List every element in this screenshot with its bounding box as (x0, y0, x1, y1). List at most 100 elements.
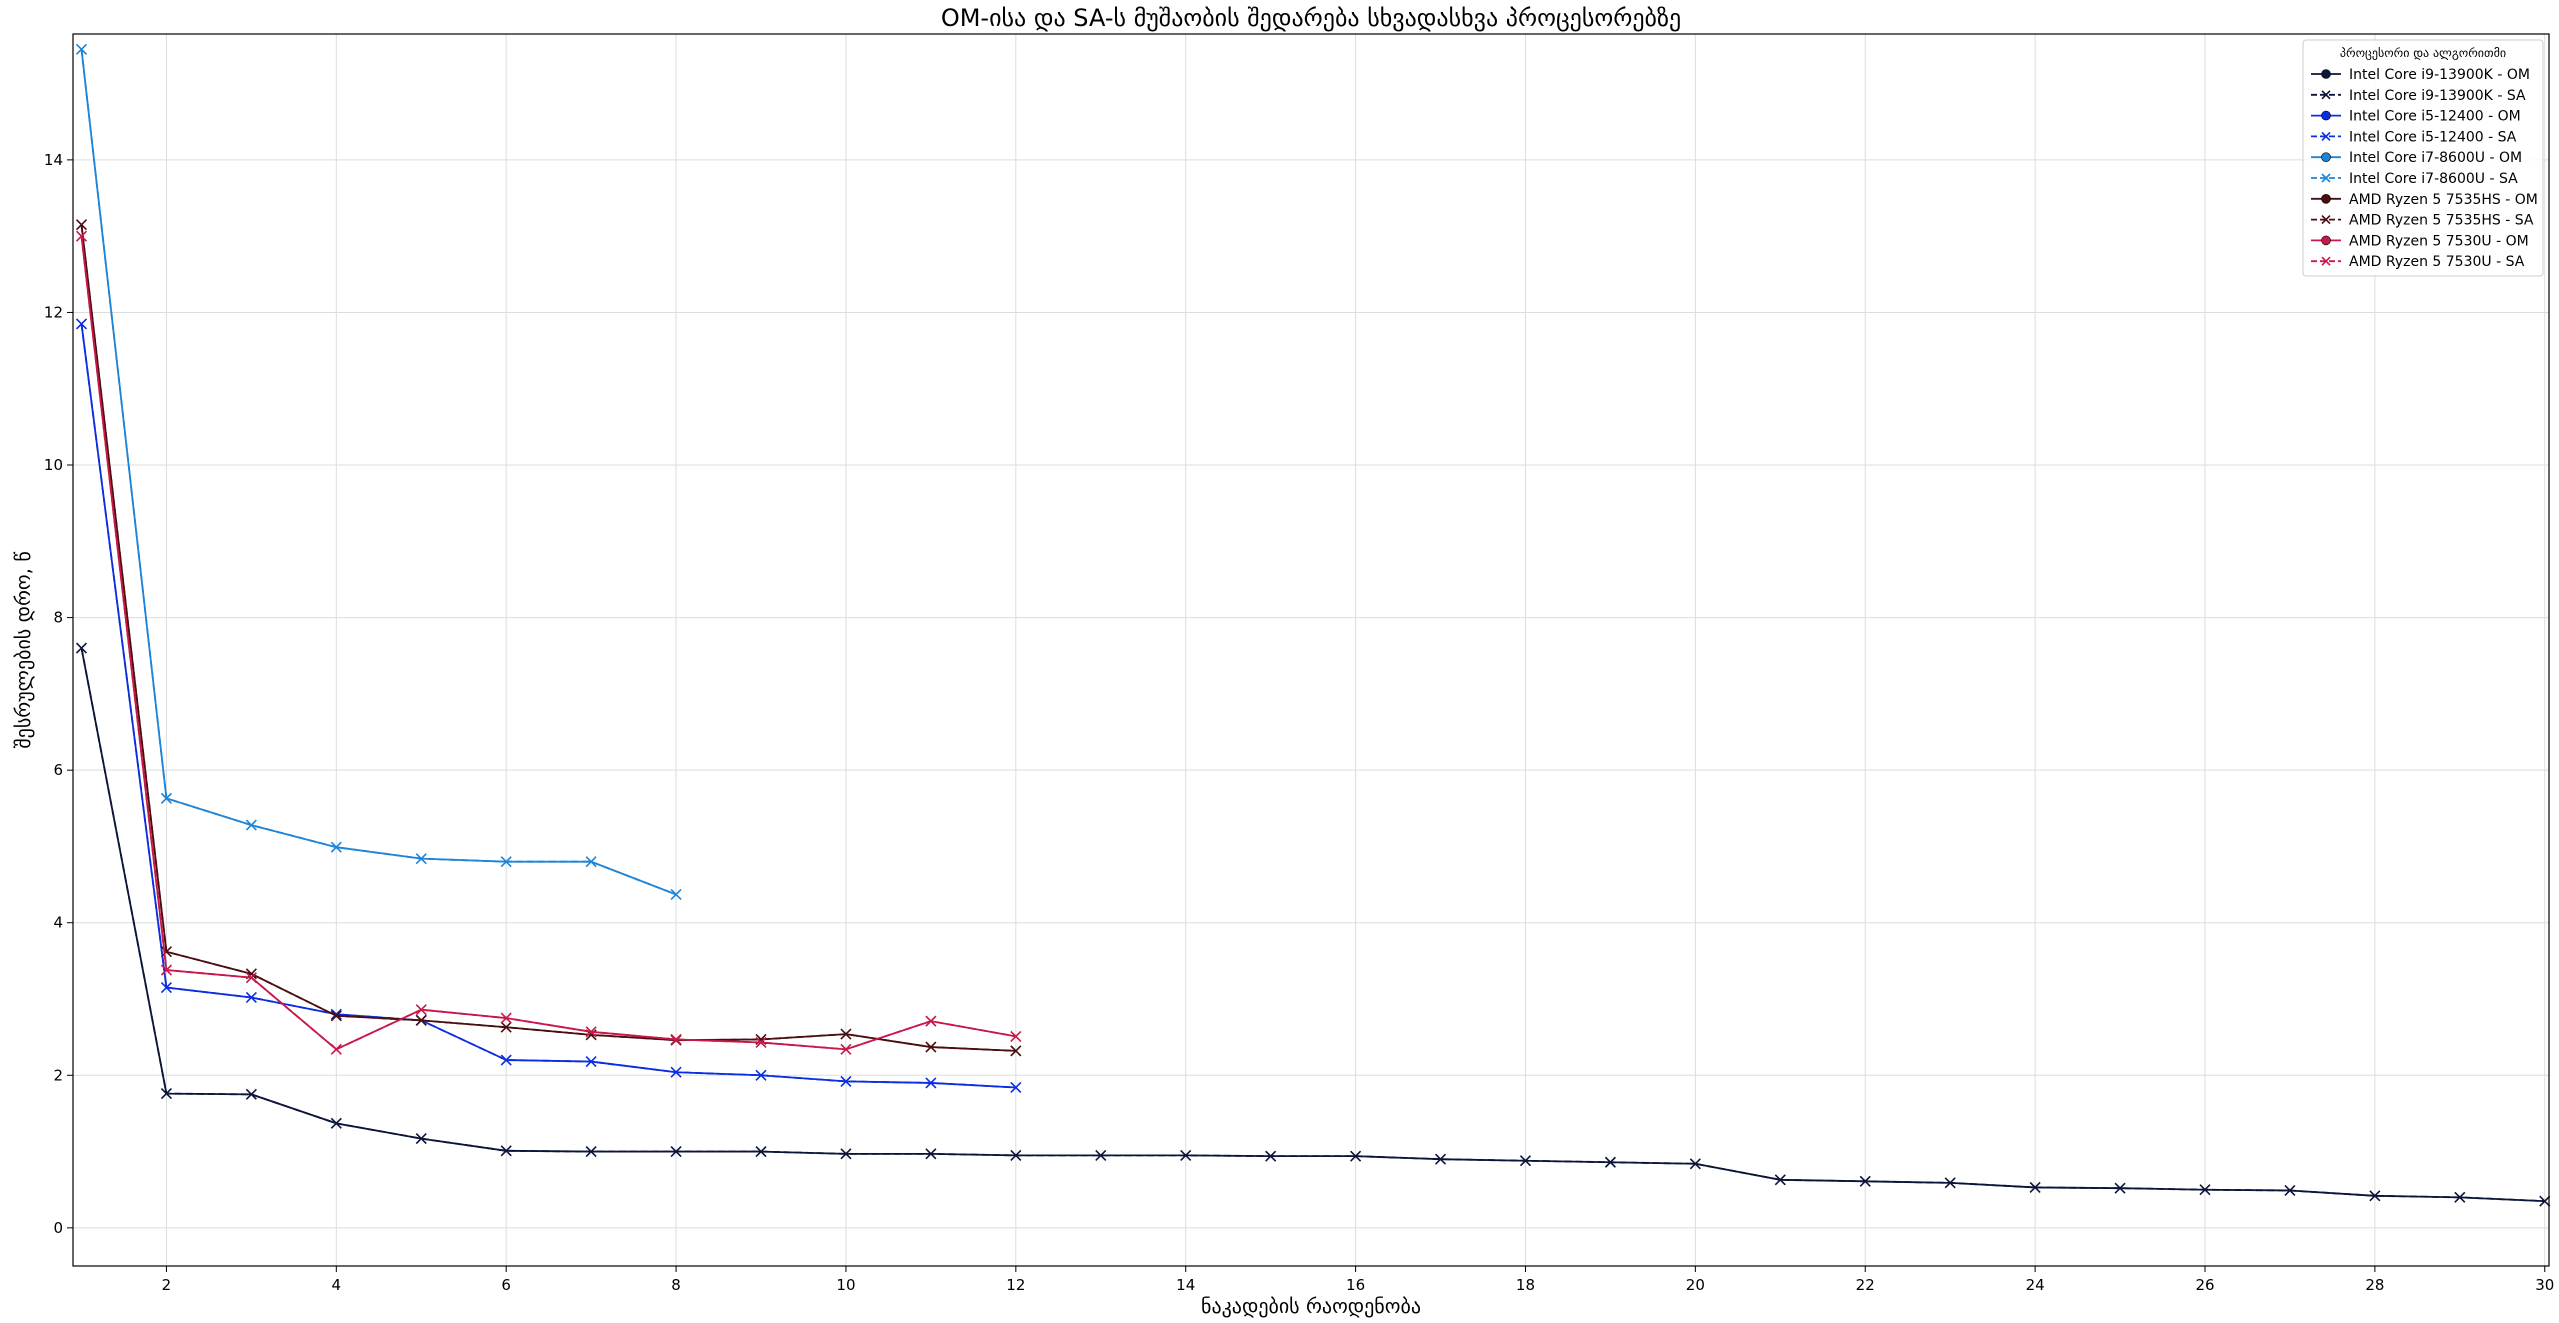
y-tick-label: 14 (44, 151, 63, 169)
data-point-x-marker (585, 1055, 597, 1068)
x-tick-label: 26 (2195, 1276, 2214, 1294)
data-point-x-marker (2114, 1182, 2126, 1194)
series-line (80, 224, 1016, 1052)
data-point-x-marker (1604, 1156, 1616, 1168)
x-tick-label: 28 (2365, 1276, 2384, 1294)
legend-label: Intel Core i5-12400 - OM (2349, 109, 2521, 125)
data-point-x-marker (2454, 1191, 2466, 1203)
x-tick-label: 4 (332, 1276, 342, 1294)
data-point-x-marker (755, 1036, 767, 1049)
x-tick-label: 30 (2535, 1276, 2554, 1294)
legend-items: Intel Core i9-13900K - OM Intel Core i9-1… (2311, 67, 2538, 270)
data-point-x-marker (75, 230, 88, 242)
data-point-x-marker (1519, 1155, 1532, 1167)
data-point-x-marker (500, 856, 512, 868)
legend-item: Intel Core i7-8600U - OM (2311, 150, 2522, 166)
x-tick-label: 24 (2026, 1276, 2045, 1294)
data-point-x-marker (755, 1146, 767, 1158)
data-point-x-marker (160, 981, 172, 994)
data-point-x-marker (1944, 1177, 1956, 1189)
data-point-x-marker (75, 43, 88, 55)
y-tick-label: 8 (53, 609, 63, 627)
x-tick-label: 8 (671, 1276, 681, 1294)
legend-label: AMD Ryzen 5 7535HS - SA (2349, 213, 2534, 229)
x-tick-label: 20 (1686, 1276, 1705, 1294)
data-point-x-marker (2284, 1184, 2296, 1197)
data-point-x-marker (330, 1010, 342, 1022)
data-point-circle-marker (2321, 235, 2331, 246)
data-point-x-marker (1010, 1149, 1022, 1161)
data-point-x-marker (585, 1026, 597, 1038)
data-point-x-marker (840, 1028, 852, 1040)
series-line (80, 49, 677, 896)
data-point-x-marker (585, 856, 597, 868)
data-point-circle-marker (2321, 69, 2331, 79)
legend-item: Intel Core i9-13900K - OM (2311, 67, 2530, 83)
x-tick-label: 22 (1856, 1276, 1875, 1294)
data-point-x-marker (500, 1021, 512, 1033)
data-point-x-marker (2321, 131, 2331, 141)
legend-label: Intel Core i9-13900K - OM (2349, 67, 2530, 83)
series-1 (75, 642, 2551, 1207)
data-point-x-marker (925, 1077, 937, 1089)
data-point-x-marker (585, 1146, 597, 1158)
data-point-x-marker (2321, 173, 2331, 183)
data-point-x-marker (415, 853, 427, 865)
data-point-x-marker (415, 1133, 427, 1145)
data-point-x-marker (75, 642, 88, 654)
data-point-x-marker (2539, 1195, 2551, 1207)
legend-item: Intel Core i9-13900K - SA (2311, 88, 2526, 104)
legend-item: Intel Core i7-8600U - SA (2311, 171, 2518, 187)
x-tick-label: 10 (836, 1276, 855, 1294)
x-tick-label: 6 (501, 1276, 511, 1294)
legend-item: AMD Ryzen 5 7535HS - OM (2311, 192, 2538, 208)
data-point-x-marker (670, 1146, 682, 1158)
y-tick-label: 12 (44, 303, 63, 321)
data-point-x-marker (755, 1069, 767, 1081)
chart-title: OM-ისა და SA-ს მუშაობის შედარება სხვადას… (941, 4, 1681, 32)
data-point-x-marker (925, 1041, 937, 1053)
data-point-circle-marker (2321, 152, 2331, 162)
data-point-x-marker (415, 1014, 427, 1026)
data-point-x-marker (75, 318, 88, 330)
data-point-x-marker (330, 1117, 342, 1129)
data-point-x-marker (1265, 1150, 1277, 1162)
data-point-x-marker (2029, 1181, 2041, 1193)
data-point-x-marker (670, 888, 682, 901)
legend-item: AMD Ryzen 5 7530U - SA (2311, 254, 2525, 270)
data-point-x-marker (330, 1008, 342, 1020)
x-axis-label: ნაკადების რაოდენობა (1201, 1294, 1421, 1318)
legend-label: Intel Core i7-8600U - SA (2349, 171, 2518, 187)
y-tick-label: 6 (53, 761, 63, 779)
y-tick-label: 10 (44, 456, 63, 474)
data-point-x-marker (330, 1043, 342, 1055)
grid (73, 34, 2549, 1266)
data-point-x-marker (670, 1066, 682, 1078)
x-tick-label: 12 (1006, 1276, 1025, 1294)
legend-item: AMD Ryzen 5 7535HS - SA (2311, 213, 2534, 229)
x-tick-label: 18 (1516, 1276, 1535, 1294)
data-point-x-marker (840, 1075, 852, 1087)
y-tick-label: 4 (53, 914, 63, 932)
data-point-x-marker (160, 792, 172, 804)
data-point-x-marker (2369, 1190, 2381, 1202)
data-point-circle-marker (2321, 194, 2331, 204)
y-axis-label: შესრულების დრო, წ (11, 551, 35, 748)
x-tick-label: 16 (1346, 1276, 1365, 1294)
x-tick-label: 14 (1176, 1276, 1195, 1294)
series-line (80, 236, 1016, 1051)
data-point-x-marker (670, 1033, 682, 1045)
series-line (80, 49, 677, 896)
data-point-x-marker (245, 819, 257, 831)
series-6 (80, 224, 1016, 1052)
series-line (80, 236, 1016, 1051)
data-point-x-marker (75, 219, 88, 231)
legend-label: AMD Ryzen 5 7530U - SA (2349, 254, 2525, 270)
legend-label: AMD Ryzen 5 7530U - OM (2349, 233, 2529, 249)
data-point-x-marker (840, 1043, 852, 1055)
series-layer (75, 43, 2551, 1207)
series-5 (75, 43, 682, 901)
legend: პროცესორი და ალგორითმი Intel Core i9-139… (2302, 39, 2544, 277)
data-point-x-marker (245, 1088, 257, 1100)
